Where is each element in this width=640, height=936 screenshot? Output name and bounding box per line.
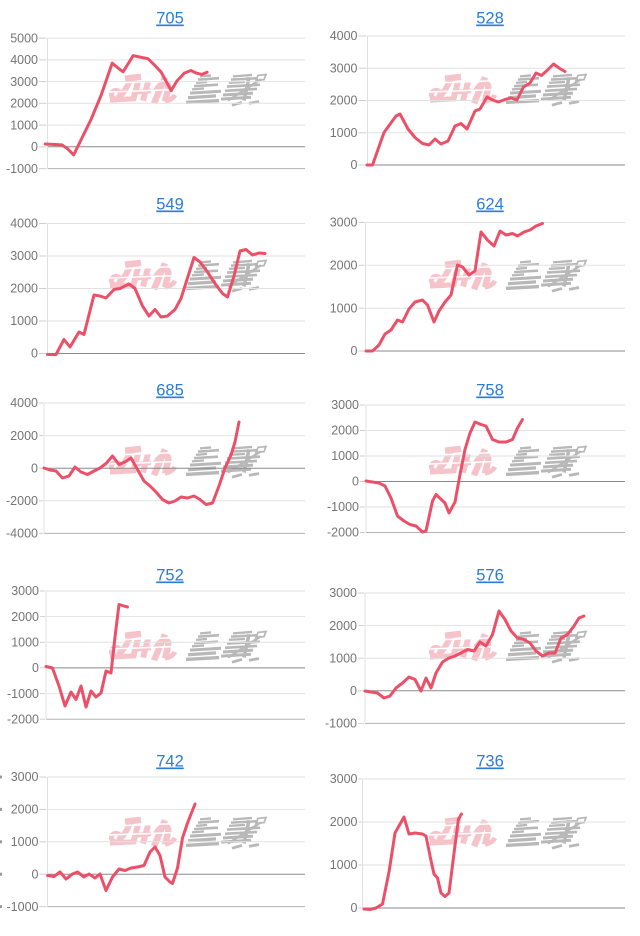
svg-text:0: 0 (351, 158, 358, 172)
svg-text:742: 742 (156, 753, 184, 771)
svg-text:2000: 2000 (11, 803, 39, 817)
svg-text:0: 0 (31, 461, 38, 475)
svg-text:0: 0 (350, 684, 357, 698)
svg-text:2000: 2000 (331, 424, 359, 438)
svg-text:-1000: -1000 (327, 500, 359, 514)
svg-text:4000: 4000 (10, 396, 38, 410)
svg-text:2000: 2000 (330, 815, 358, 829)
svg-text:2000: 2000 (10, 282, 38, 296)
svg-text:2000: 2000 (330, 94, 358, 108)
svg-text:1000: 1000 (330, 126, 358, 140)
svg-text:2000: 2000 (330, 259, 358, 273)
svg-text:3000: 3000 (329, 586, 357, 600)
svg-text:2000: 2000 (10, 97, 38, 111)
svg-text:705: 705 (156, 10, 184, 28)
svg-text:-1000: -1000 (6, 162, 38, 176)
svg-text:4000: 4000 (10, 217, 38, 231)
svg-text:1000: 1000 (11, 835, 39, 849)
svg-text:0: 0 (32, 661, 39, 675)
svg-text:4000: 4000 (330, 29, 358, 43)
svg-text:3000: 3000 (10, 75, 38, 89)
svg-text:3000: 3000 (330, 62, 358, 76)
svg-text:0: 0 (31, 347, 38, 361)
svg-text:2000: 2000 (329, 619, 357, 633)
svg-text:3000: 3000 (330, 772, 358, 786)
svg-text:-2000: -2000 (6, 494, 38, 508)
svg-text:0: 0 (352, 475, 359, 489)
svg-text:-2000: -2000 (327, 526, 359, 540)
svg-text:1000: 1000 (330, 858, 358, 872)
svg-text:685: 685 (156, 382, 184, 400)
svg-text:576: 576 (476, 567, 504, 585)
svg-text:2000: 2000 (10, 429, 38, 443)
svg-text:2000: 2000 (11, 610, 39, 624)
svg-text:528: 528 (476, 10, 504, 28)
svg-text:-4000: -4000 (6, 527, 38, 541)
svg-text:1000: 1000 (330, 301, 358, 315)
svg-text:0: 0 (351, 344, 358, 358)
svg-text:0: 0 (31, 140, 38, 154)
svg-text:1000: 1000 (11, 636, 39, 650)
svg-text:736: 736 (476, 753, 504, 771)
svg-text:0: 0 (32, 867, 39, 881)
svg-text:549: 549 (156, 196, 184, 214)
svg-text:3000: 3000 (10, 249, 38, 263)
svg-text:1000: 1000 (331, 449, 359, 463)
svg-text:-1000: -1000 (7, 687, 39, 701)
svg-text:-1000: -1000 (7, 900, 39, 914)
svg-text:-1000: -1000 (325, 717, 357, 731)
svg-text:-2000: -2000 (7, 712, 39, 726)
svg-text:4000: 4000 (10, 53, 38, 67)
svg-text:3000: 3000 (330, 216, 358, 230)
svg-text:1000: 1000 (10, 118, 38, 132)
svg-text:1000: 1000 (10, 314, 38, 328)
svg-text:758: 758 (476, 382, 504, 400)
svg-text:624: 624 (476, 196, 504, 214)
svg-text:5000: 5000 (10, 31, 38, 45)
svg-text:0: 0 (351, 901, 358, 915)
svg-text:3000: 3000 (331, 398, 359, 412)
svg-text:752: 752 (156, 567, 184, 585)
svg-text:1000: 1000 (329, 651, 357, 665)
svg-text:3000: 3000 (11, 584, 39, 598)
svg-text:3000: 3000 (11, 770, 39, 784)
